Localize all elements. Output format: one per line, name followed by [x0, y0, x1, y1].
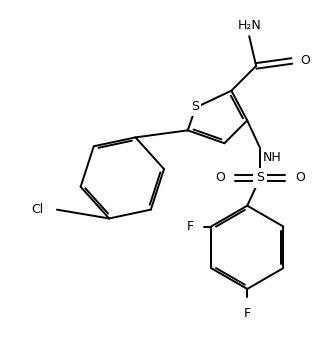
Text: S: S	[191, 100, 199, 113]
Text: Cl: Cl	[31, 203, 43, 216]
Text: NH: NH	[263, 151, 282, 164]
Text: O: O	[300, 54, 310, 67]
Text: F: F	[187, 220, 194, 233]
Text: S: S	[256, 171, 264, 184]
Text: H₂N: H₂N	[237, 19, 261, 32]
Text: O: O	[216, 171, 226, 184]
Text: O: O	[295, 171, 305, 184]
Text: F: F	[244, 307, 251, 320]
